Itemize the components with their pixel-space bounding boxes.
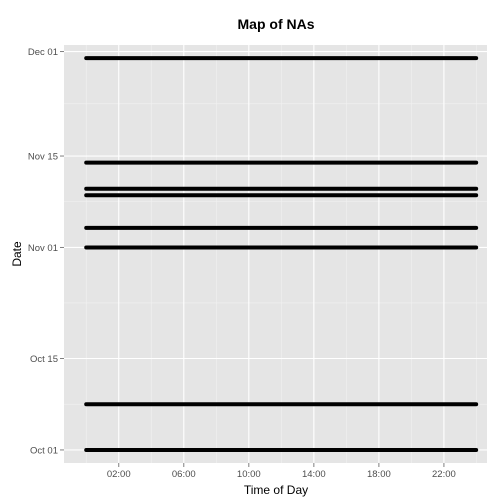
minor-gridlines bbox=[64, 45, 487, 463]
x-tick-label: 18:00 bbox=[367, 469, 391, 480]
na-series-group bbox=[84, 56, 479, 452]
y-tick-label: Nov 01 bbox=[28, 243, 58, 254]
y-tick-label: Oct 01 bbox=[30, 445, 58, 456]
x-tick-label: 06:00 bbox=[172, 469, 196, 480]
x-axis-title: Time of Day bbox=[244, 483, 308, 497]
x-tick-label: 10:00 bbox=[237, 469, 261, 480]
chart-title: Map of NAs bbox=[238, 16, 315, 32]
y-axis-title: Date bbox=[10, 241, 24, 267]
y-tick-label: Nov 15 bbox=[28, 152, 58, 163]
y-tick-label: Dec 01 bbox=[28, 47, 58, 58]
x-tick-label: 22:00 bbox=[432, 469, 456, 480]
x-tick-label: 02:00 bbox=[107, 469, 131, 480]
y-tick-label: Oct 15 bbox=[30, 354, 58, 365]
plot-panel bbox=[64, 45, 487, 463]
x-tick-label: 14:00 bbox=[302, 469, 326, 480]
x-axis-ticks: 02:00 06:00 10:00 14:00 18:00 22:00 bbox=[107, 463, 456, 480]
y-axis-ticks: Oct 01 Oct 15 Nov 01 Nov 15 Dec 01 bbox=[28, 47, 64, 456]
